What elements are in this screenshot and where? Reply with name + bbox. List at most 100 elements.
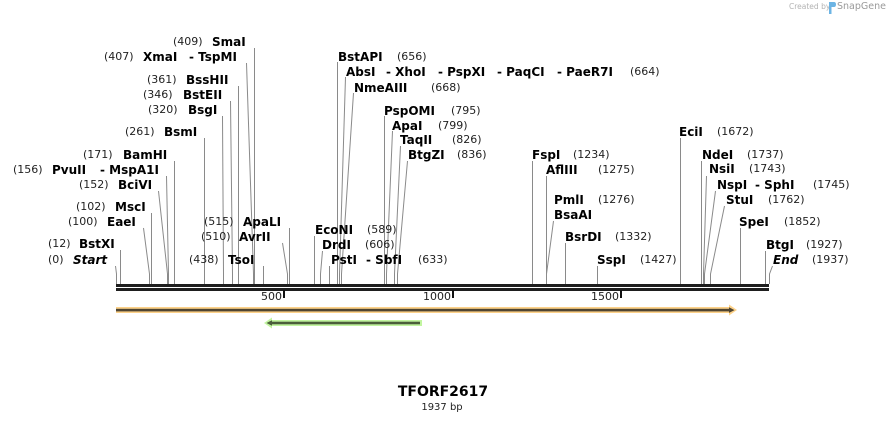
enzyme-name[interactable]: BtgZI	[408, 148, 445, 162]
enzyme-name[interactable]: BsaAI	[554, 208, 593, 222]
enzyme-name[interactable]: NmeAIII	[354, 81, 408, 95]
site-position: 656	[397, 50, 427, 64]
leader-line	[282, 242, 288, 284]
enzyme-name[interactable]: EciI	[679, 125, 703, 139]
enzyme-name[interactable]: MspA1I	[100, 163, 159, 177]
enzyme-name[interactable]: TsoI	[228, 253, 255, 267]
ruler-tick	[620, 290, 622, 298]
enzyme-name[interactable]: SpeI	[739, 215, 769, 229]
enzyme-name[interactable]: EaeI	[107, 215, 136, 229]
site-position: 409	[173, 35, 203, 49]
enzyme-name[interactable]: TaqII	[400, 133, 433, 147]
enzyme-name[interactable]: AvrII	[239, 230, 271, 244]
enzyme-name[interactable]: MscI	[115, 200, 146, 214]
leader-line	[546, 220, 554, 284]
enzyme-name[interactable]: SphI	[755, 178, 794, 192]
enzyme-name[interactable]: TspMI	[189, 50, 237, 64]
site-position: 799	[438, 119, 468, 133]
watermark-prefix: Created by	[789, 2, 831, 11]
enzyme-name[interactable]: BciVI	[118, 178, 153, 192]
site-position: 589	[367, 223, 397, 237]
enzyme-name[interactable]: PmlI	[554, 193, 584, 207]
enzyme-name[interactable]: BsmI	[164, 125, 198, 139]
backbone-top-strand[interactable]	[116, 284, 769, 287]
leader-line	[339, 76, 346, 284]
enzyme-name[interactable]: NdeI	[702, 148, 734, 162]
leader-line	[703, 175, 707, 284]
enzyme-name[interactable]: BsrDI	[565, 230, 602, 244]
site-position: 633	[418, 253, 448, 267]
enzyme-name[interactable]: ApaLI	[243, 215, 282, 229]
leader-line	[246, 62, 254, 284]
enzyme-name[interactable]: AflIII	[546, 163, 578, 177]
enzyme-name[interactable]: SbfI	[366, 253, 402, 267]
leader-line	[143, 227, 150, 284]
site-position: 12	[48, 237, 71, 251]
enzyme-name[interactable]: BstAPI	[338, 50, 383, 64]
enzyme-name[interactable]: BtgI	[766, 238, 794, 252]
site-position: 1276	[598, 193, 635, 207]
site-position: 152	[79, 178, 109, 192]
site-position: 438	[189, 253, 219, 267]
site-position: 1937	[812, 253, 849, 267]
site-position: 102	[76, 200, 106, 214]
site-position: 1927	[806, 238, 843, 252]
ruler-label: 500	[261, 290, 282, 303]
site-position: 1745	[813, 178, 850, 192]
enzyme-name[interactable]: PaeR7I	[557, 65, 613, 79]
enzyme-name[interactable]: BssHII	[186, 73, 229, 87]
site-name[interactable]: Start	[73, 253, 108, 267]
site-name[interactable]: End	[773, 253, 799, 267]
site-position: 836	[457, 148, 487, 162]
ruler-label: 1000	[423, 290, 451, 303]
enzyme-name[interactable]: SmaI	[212, 35, 246, 49]
site-position: 171	[83, 148, 113, 162]
feature-reverse-arrow[interactable]	[264, 317, 422, 329]
enzyme-name[interactable]: SspI	[597, 253, 626, 267]
backbone-bottom-strand[interactable]	[116, 288, 769, 291]
site-position: 0	[48, 253, 64, 267]
site-position: 668	[431, 81, 461, 95]
site-position: 664	[630, 65, 660, 79]
enzyme-name[interactable]: FspI	[532, 148, 561, 162]
site-position: 1743	[749, 162, 786, 176]
leader-line	[230, 100, 233, 284]
enzyme-name[interactable]: NspI	[717, 178, 748, 192]
leader-line	[320, 250, 323, 284]
snapgene-logo-icon	[829, 2, 836, 14]
leader-line	[394, 145, 401, 284]
leader-line	[386, 130, 393, 284]
site-position: 1672	[717, 125, 754, 139]
enzyme-name[interactable]: BamHI	[123, 148, 168, 162]
site-position: 100	[68, 215, 98, 229]
site-position: 1332	[615, 230, 652, 244]
enzyme-name[interactable]: AbsI	[346, 65, 376, 79]
site-position: 407	[104, 50, 134, 64]
site-position: 156	[13, 163, 43, 177]
ruler-tick	[452, 290, 454, 298]
enzyme-name[interactable]: EcoNI	[315, 223, 354, 237]
ruler-tick	[283, 290, 285, 298]
feature-forward-arrow[interactable]	[116, 304, 737, 316]
ruler-label: 1500	[591, 290, 619, 303]
enzyme-name[interactable]: BstEII	[183, 88, 223, 102]
enzyme-name[interactable]: NsiI	[709, 162, 735, 176]
enzyme-name[interactable]: ApaI	[392, 119, 423, 133]
enzyme-name[interactable]: PstI	[331, 253, 357, 267]
enzyme-name[interactable]: XhoI	[386, 65, 426, 79]
leader-line	[704, 190, 716, 284]
leader-line	[341, 92, 354, 284]
enzyme-name[interactable]: BstXI	[79, 237, 115, 251]
site-position: 1275	[598, 163, 635, 177]
enzyme-name[interactable]: PspOMI	[384, 104, 435, 118]
enzyme-name[interactable]: XmaI	[143, 50, 178, 64]
enzyme-name[interactable]: PvuII	[52, 163, 87, 177]
leader-line	[769, 265, 773, 284]
enzyme-name[interactable]: PspXI	[438, 65, 485, 79]
enzyme-name[interactable]: DrdI	[322, 238, 351, 252]
enzyme-name[interactable]: BsgI	[188, 103, 218, 117]
enzyme-name[interactable]: PaqCI	[497, 65, 544, 79]
leader-line	[710, 205, 725, 284]
enzyme-name[interactable]: StuI	[726, 193, 754, 207]
